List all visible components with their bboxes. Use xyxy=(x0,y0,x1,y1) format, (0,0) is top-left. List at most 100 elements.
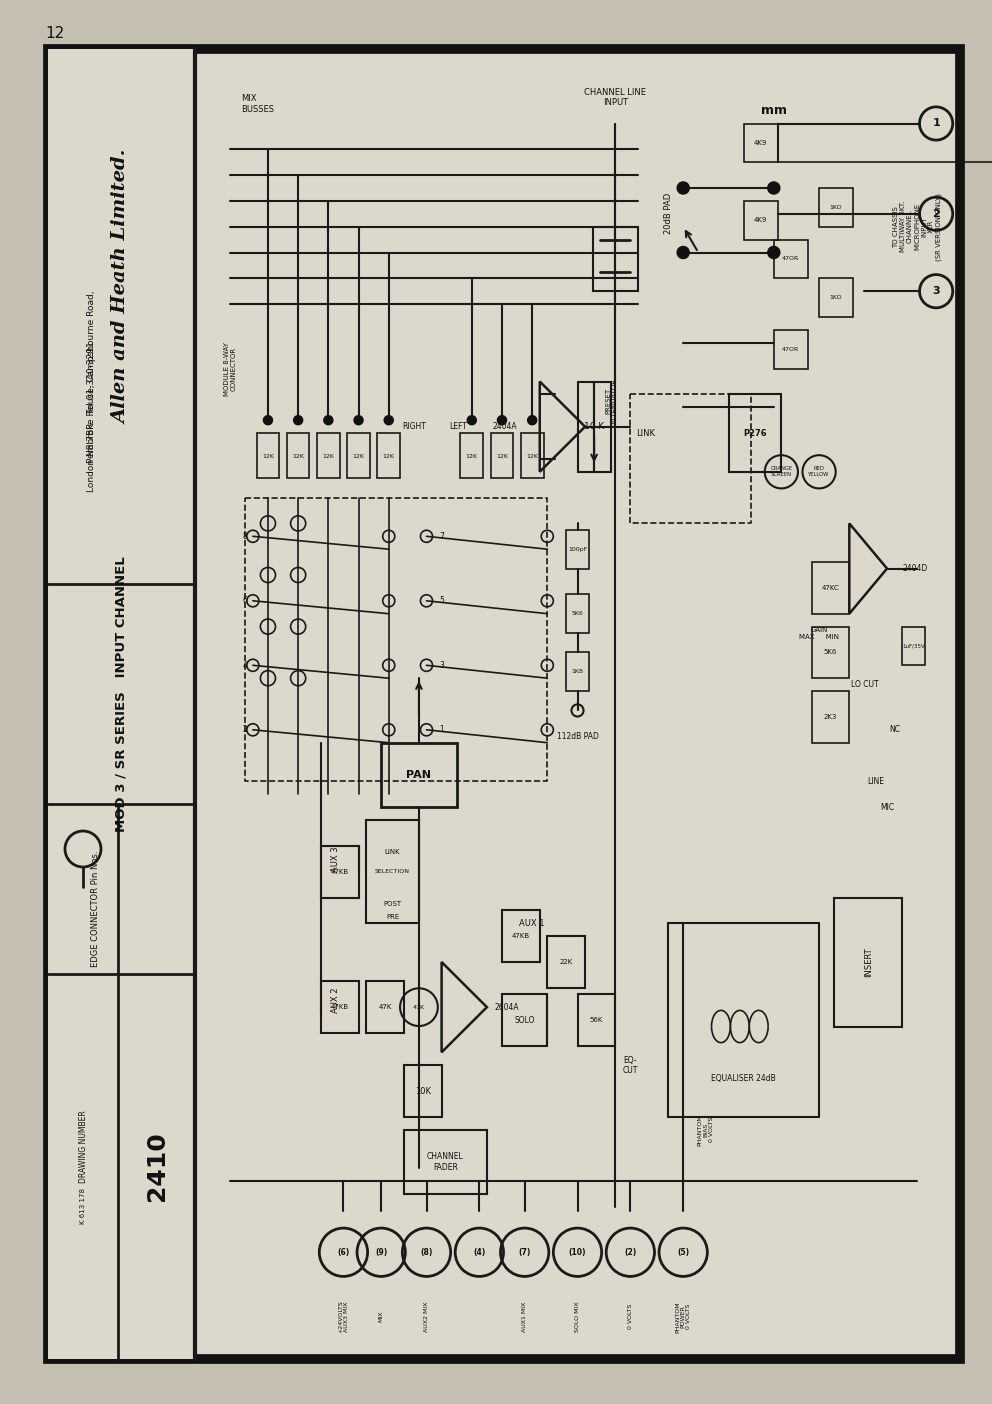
Text: 47OR: 47OR xyxy=(782,257,799,261)
Text: MIX
BUSSES: MIX BUSSES xyxy=(241,94,275,114)
Text: 100pF: 100pF xyxy=(567,546,587,552)
Text: 6: 6 xyxy=(243,597,248,605)
Bar xyxy=(577,382,611,472)
Text: 5K6: 5K6 xyxy=(571,611,583,616)
Text: 12K: 12K xyxy=(262,453,274,459)
Bar xyxy=(902,626,925,665)
Text: MIC: MIC xyxy=(880,803,894,812)
Text: SELECTION: SELECTION xyxy=(375,869,410,875)
Text: GAIN
MAX     MIN: GAIN MAX MIN xyxy=(800,626,839,640)
Bar xyxy=(577,994,615,1046)
Circle shape xyxy=(384,416,393,425)
Text: 12K: 12K xyxy=(526,453,539,459)
Text: K 613 178: K 613 178 xyxy=(80,1189,86,1224)
Bar xyxy=(377,432,400,479)
Text: London N8 7BR.  Tel 01-340-3291: London N8 7BR. Tel 01-340-3291 xyxy=(87,341,96,491)
Text: 0 VOLTS: 0 VOLTS xyxy=(628,1304,633,1330)
Text: 4K9: 4K9 xyxy=(754,218,767,223)
Bar xyxy=(548,936,585,988)
Text: INSERT: INSERT xyxy=(864,948,873,977)
Text: 5K6: 5K6 xyxy=(823,650,837,656)
Text: EQUALISER 24dB: EQUALISER 24dB xyxy=(711,1074,776,1082)
Circle shape xyxy=(354,416,363,425)
Bar xyxy=(834,897,902,1026)
Text: (4): (4) xyxy=(473,1248,485,1257)
Circle shape xyxy=(323,416,333,425)
Bar xyxy=(819,278,853,317)
Text: 12K: 12K xyxy=(352,453,364,459)
Bar xyxy=(404,1130,487,1195)
Text: MOD 3 / SR SERIES   INPUT CHANNEL: MOD 3 / SR SERIES INPUT CHANNEL xyxy=(115,556,128,833)
Bar xyxy=(566,529,589,569)
Text: 47K: 47K xyxy=(378,1004,392,1009)
Bar xyxy=(502,994,548,1046)
Text: 1KO: 1KO xyxy=(829,205,842,209)
Circle shape xyxy=(678,183,689,194)
Bar xyxy=(366,820,419,924)
Text: 56K: 56K xyxy=(589,1016,603,1024)
Circle shape xyxy=(768,247,780,258)
Text: LEFT: LEFT xyxy=(449,423,467,431)
Text: LINK: LINK xyxy=(636,428,655,438)
Text: NC: NC xyxy=(889,726,900,734)
Bar xyxy=(811,691,849,743)
Text: CHANNEL
FADER: CHANNEL FADER xyxy=(427,1153,463,1172)
Text: AUX2 MIX: AUX2 MIX xyxy=(424,1302,429,1332)
Text: 22K: 22K xyxy=(559,959,572,965)
Text: 2: 2 xyxy=(932,209,940,219)
Text: 2410: 2410 xyxy=(145,1132,169,1202)
Circle shape xyxy=(768,183,780,194)
Text: Allen and Heath Limited.: Allen and Heath Limited. xyxy=(112,149,131,424)
Bar xyxy=(521,432,544,479)
Circle shape xyxy=(294,416,303,425)
Text: 1: 1 xyxy=(439,726,444,734)
Bar xyxy=(744,201,778,240)
Text: 4K9: 4K9 xyxy=(754,140,767,146)
Text: 1KO: 1KO xyxy=(829,295,842,300)
Bar xyxy=(460,432,483,479)
Text: EQ-
CUT: EQ- CUT xyxy=(623,1056,638,1075)
Text: 12K: 12K xyxy=(383,453,395,459)
Text: RED
YELLOW: RED YELLOW xyxy=(808,466,829,477)
Text: LINE: LINE xyxy=(867,776,884,786)
Text: (7): (7) xyxy=(519,1248,531,1257)
Text: (10): (10) xyxy=(568,1248,586,1257)
Text: mm: mm xyxy=(761,104,787,117)
Bar xyxy=(774,330,807,369)
Bar xyxy=(404,1066,441,1116)
Text: AUX1 MIX: AUX1 MIX xyxy=(522,1302,527,1332)
Text: LINK: LINK xyxy=(385,849,401,855)
Text: 3: 3 xyxy=(439,661,444,670)
Text: 2404D: 2404D xyxy=(902,564,928,573)
Bar xyxy=(366,981,404,1033)
Text: PRE: PRE xyxy=(386,914,399,920)
Text: 2K3: 2K3 xyxy=(823,713,837,720)
Text: 2404A: 2404A xyxy=(492,423,517,431)
Text: 10 K: 10 K xyxy=(584,423,604,431)
Text: 12K: 12K xyxy=(496,453,508,459)
Text: TO CHASSIS
MULTIWAY 5KT.
CHANNEL
MICROPHONE
INPUT
XLR
(SR VERSION ONLY): TO CHASSIS MULTIWAY 5KT. CHANNEL MICROPH… xyxy=(893,192,941,261)
Bar xyxy=(744,124,778,163)
Bar xyxy=(320,981,358,1033)
Text: 47K: 47K xyxy=(413,1005,425,1009)
Circle shape xyxy=(528,416,537,425)
Bar xyxy=(317,432,339,479)
Circle shape xyxy=(678,247,689,258)
Text: AUX 2: AUX 2 xyxy=(331,988,340,1014)
Text: (9): (9) xyxy=(375,1248,387,1257)
Text: 47KB: 47KB xyxy=(330,1004,349,1009)
Bar xyxy=(566,594,589,633)
Bar xyxy=(48,49,195,1359)
Text: (6): (6) xyxy=(337,1248,349,1257)
Text: ORANGE
SCREEN: ORANGE SCREEN xyxy=(770,466,793,477)
Bar xyxy=(811,626,849,678)
Text: 47KC: 47KC xyxy=(821,585,839,591)
Text: 112dB PAD: 112dB PAD xyxy=(557,731,598,741)
Text: 47KB: 47KB xyxy=(330,869,349,875)
Text: MODULE 8-WAY
CONNECTOR: MODULE 8-WAY CONNECTOR xyxy=(224,341,237,396)
Text: Pembroke House, Campsbourne Road,: Pembroke House, Campsbourne Road, xyxy=(87,291,96,463)
Text: 2: 2 xyxy=(243,726,248,734)
Circle shape xyxy=(467,416,476,425)
Text: 3: 3 xyxy=(932,286,940,296)
Bar xyxy=(774,240,807,278)
